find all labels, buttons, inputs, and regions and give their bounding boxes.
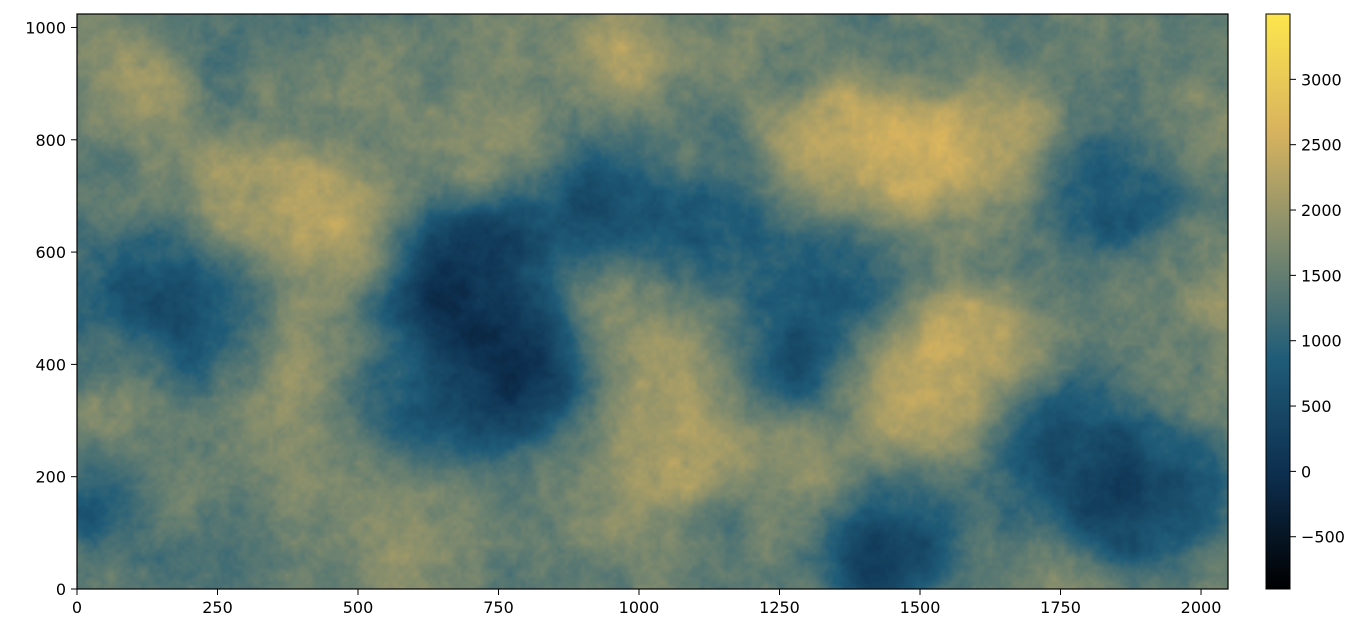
colorbar-tick-label: 1000 bbox=[1301, 332, 1342, 351]
colorbar: −500 0 500 1000 1500 2000 2500 3000 bbox=[1265, 13, 1345, 590]
colorbar-fill bbox=[1266, 14, 1290, 589]
y-axis: 0 200 400 600 800 1000 bbox=[25, 18, 77, 599]
colorbar-tick-label: 500 bbox=[1301, 397, 1332, 416]
y-tick-label: 400 bbox=[35, 355, 66, 374]
colorbar-frame bbox=[1265, 13, 1291, 590]
x-tick-label: 250 bbox=[202, 598, 233, 617]
x-axis: 0 250 500 750 1000 1250 1500 1750 2000 bbox=[72, 589, 1221, 617]
plot-frame bbox=[76, 13, 1229, 590]
colorbar-tick-label: 1500 bbox=[1301, 266, 1342, 285]
x-tick-label: 750 bbox=[483, 598, 514, 617]
heatmap-raster bbox=[77, 14, 1228, 589]
y-tick-label: 800 bbox=[35, 131, 66, 150]
heatmap-image bbox=[77, 14, 1228, 589]
x-tick-label: 1250 bbox=[759, 598, 800, 617]
x-tick-label: 1500 bbox=[900, 598, 941, 617]
x-tick-label: 1750 bbox=[1040, 598, 1081, 617]
x-tick-label: 2000 bbox=[1181, 598, 1222, 617]
colorbar-tick-label: 2500 bbox=[1301, 136, 1342, 155]
colorbar-tick-label: 3000 bbox=[1301, 70, 1342, 89]
colorbar-tick-label: −500 bbox=[1301, 528, 1345, 547]
y-tick-label: 600 bbox=[35, 243, 66, 262]
x-tick-label: 500 bbox=[343, 598, 374, 617]
colorbar-tick-label: 0 bbox=[1301, 462, 1311, 481]
y-tick-label: 200 bbox=[35, 468, 66, 487]
x-tick-label: 0 bbox=[72, 598, 82, 617]
colorbar-tick-label: 2000 bbox=[1301, 201, 1342, 220]
y-tick-label: 1000 bbox=[25, 18, 66, 37]
y-tick-label: 0 bbox=[56, 580, 66, 599]
colorbar-ticks: −500 0 500 1000 1500 2000 2500 3000 bbox=[1290, 70, 1345, 547]
x-tick-label: 1000 bbox=[619, 598, 660, 617]
